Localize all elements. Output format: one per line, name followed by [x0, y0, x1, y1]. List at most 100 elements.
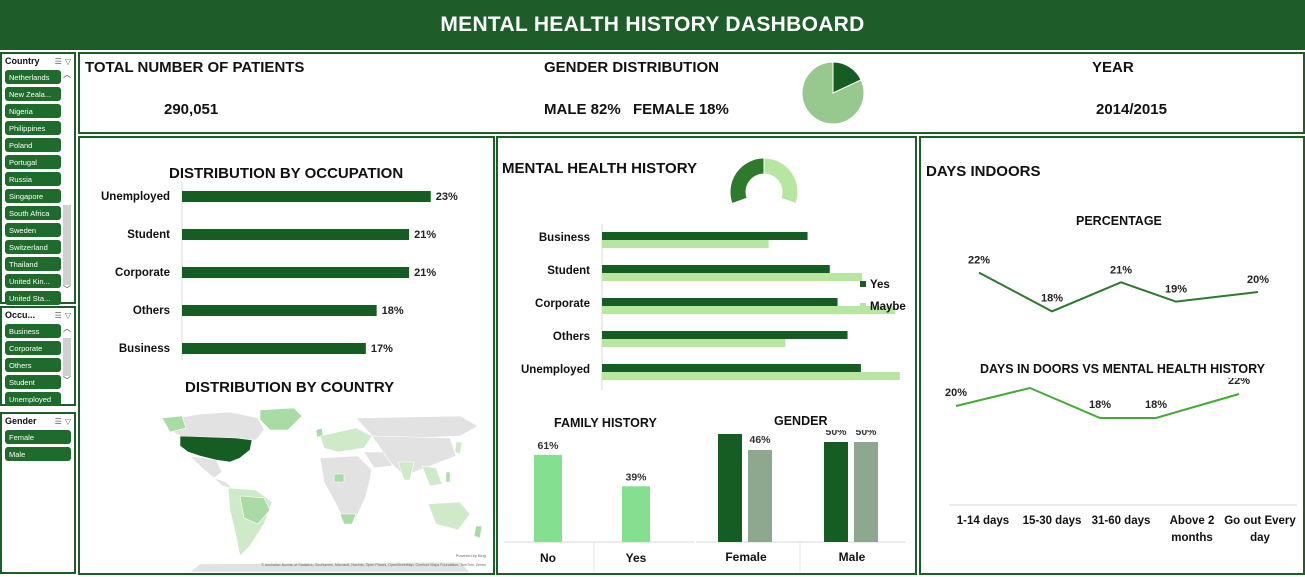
days-x-tick-label: day: [1250, 532, 1270, 544]
slicer-item-poland[interactable]: Poland: [5, 138, 61, 152]
legend-label-yes: Yes: [870, 279, 890, 291]
country-slicer-title: Country: [5, 56, 40, 66]
country-slicer-items: Netherlands New Zeala... Nigeria Philippine…: [5, 70, 61, 308]
gender-history-bar-male-1: [854, 442, 878, 542]
days-indoors-panel: DAYS INDOORS PERCENTAGE 22% 18% 21% 19% 20% …: [919, 136, 1305, 575]
slicer-item-netherlands[interactable]: Netherlands: [5, 70, 61, 84]
map-powered-by: Powered by Bing: [456, 553, 486, 558]
kpi-panel: TOTAL NUMBER OF PATIENTS 290,051 GENDER …: [78, 52, 1305, 134]
scroll-up-icon[interactable]: ︿: [63, 70, 71, 79]
gender-history-category-label: Female: [725, 550, 767, 564]
scroll-down-icon[interactable]: ﹀: [63, 376, 71, 385]
scroll-up-icon[interactable]: ︿: [63, 324, 71, 333]
mental-history-bar-maybe-corporate: [602, 306, 896, 314]
family-history-title: FAMILY HISTORY: [554, 416, 657, 430]
mental-history-title: MENTAL HEALTH HISTORY: [502, 160, 697, 177]
world-map[interactable]: Powered by Bing © Australian Bureau of S…: [160, 406, 490, 572]
mental-history-category-label: Student: [547, 265, 590, 277]
occupation-slicer-items: Business Corporate Others Student Unemployed: [5, 324, 61, 409]
slicer-item-unemployed[interactable]: Unemployed: [5, 392, 61, 406]
occupation-scrollbar[interactable]: ︿ ﹀: [62, 324, 72, 402]
female-percentage: FEMALE 18%: [633, 101, 729, 118]
scroll-down-icon[interactable]: ﹀: [63, 285, 71, 294]
days-indoors-line-chart: 22% 18% 21% 19% 20%: [968, 255, 1269, 313]
occupation-category-label: Student: [127, 229, 170, 241]
mental-history-category-label: Unemployed: [521, 364, 590, 376]
mental-history-bar-yes-others: [602, 331, 848, 339]
gender-pie-chart: [801, 61, 865, 125]
days-x-tick-label: 1-14 days: [957, 515, 1009, 527]
slicer-item-portugal[interactable]: Portugal: [5, 155, 61, 169]
gender-slicer[interactable]: Gender ☰ ▽ Female Male: [0, 412, 76, 574]
gender-history-bar-female-0: [718, 434, 742, 542]
occupation-bar-unemployed: [182, 191, 431, 202]
mental-history-category-label: Corporate: [535, 298, 590, 310]
total-patients-value: 290,051: [164, 101, 219, 118]
slicer-item-south-africa[interactable]: South Africa: [5, 206, 61, 220]
country-slicer[interactable]: Country ☰ ▽ Netherlands New Zeala... Niger…: [0, 52, 76, 305]
slicer-item-business[interactable]: Business: [5, 324, 61, 338]
days-vs-history-title: DAYS IN DOORS VS MENTAL HEALTH HISTORY: [980, 362, 1265, 376]
middle-east-shape: [363, 451, 393, 469]
occupation-chart-title: DISTRIBUTION BY OCCUPATION: [169, 165, 404, 182]
occupation-category-label: Business: [119, 343, 170, 355]
percentage-title: PERCENTAGE: [1076, 214, 1162, 228]
occupation-data-label: 23%: [436, 191, 458, 203]
slicer-item-student[interactable]: Student: [5, 375, 61, 389]
occupation-category-label: Unemployed: [101, 191, 170, 203]
country-scrollbar[interactable]: ︿ ﹀: [62, 70, 72, 300]
slicer-item-sweden[interactable]: Sweden: [5, 223, 61, 237]
usa-shape: [179, 435, 253, 463]
male-percentage: MALE 82%: [544, 101, 621, 118]
slicer-item-russia[interactable]: Russia: [5, 172, 61, 186]
clear-filter-icon[interactable]: ▽: [64, 310, 71, 320]
scroll-thumb[interactable]: [63, 338, 71, 376]
year-value: 2014/2015: [1096, 101, 1167, 118]
antarctica-shape: [189, 561, 471, 572]
slicer-item-thailand[interactable]: Thailand: [5, 257, 61, 271]
slicer-item-switzerland[interactable]: Switzerland: [5, 240, 61, 254]
clear-filter-icon[interactable]: ▽: [64, 56, 71, 66]
slicer-item-male[interactable]: Male: [5, 447, 71, 461]
slicer-item-corporate[interactable]: Corporate: [5, 341, 61, 355]
occupation-slicer-title: Occu...: [5, 310, 36, 320]
slicer-item-others[interactable]: Others: [5, 358, 61, 372]
japan-shape: [454, 441, 463, 455]
occupation-bar-student: [182, 229, 410, 240]
days-indoors-data-label: 21%: [1110, 264, 1132, 276]
gender-slicer-title: Gender: [5, 416, 37, 426]
nigeria-shape: [333, 473, 345, 483]
alaska-shape: [161, 415, 187, 433]
days-x-tick-label: months: [1171, 532, 1213, 544]
scroll-thumb[interactable]: [63, 205, 71, 285]
occupation-slicer[interactable]: Occu... ☰ ▽ Business Corporate Others Stude…: [0, 306, 76, 406]
days-indoors-data-label: 19%: [1165, 284, 1187, 296]
family-history-data-label: 39%: [625, 471, 647, 483]
pie-slice-male: [801, 61, 865, 125]
slicer-item-philippines[interactable]: Philippines: [5, 121, 61, 135]
family-history-data-label: 61%: [537, 440, 559, 452]
slicer-item-singapore[interactable]: Singapore: [5, 189, 61, 203]
days-vs-history-data-label: 18%: [1089, 399, 1111, 411]
family-history-bar-yes: [622, 486, 650, 542]
slicer-item-united-kin[interactable]: United Kin...: [5, 274, 61, 288]
gender-history-data-label: 50%: [855, 430, 877, 438]
multi-select-icon[interactable]: ☰: [54, 416, 62, 426]
occupation-bar-business: [182, 343, 366, 354]
multi-select-icon[interactable]: ☰: [54, 56, 62, 66]
clear-filter-icon[interactable]: ▽: [64, 416, 71, 426]
family-history-category-label: Yes: [626, 551, 647, 565]
slicer-item-new-zeala[interactable]: New Zeala...: [5, 87, 61, 101]
multi-select-icon[interactable]: ☰: [54, 310, 62, 320]
days-x-tick-label: 31-60 days: [1092, 515, 1151, 527]
days-indoors-data-label: 22%: [968, 255, 990, 267]
mental-history-bar-chart: Business Student Corporate Others Unemployed…: [521, 224, 906, 390]
europe-shape: [319, 427, 373, 453]
days-indoors-data-label: 20%: [1247, 274, 1269, 286]
southeast-asia-shape: [421, 465, 443, 487]
slicer-item-female[interactable]: Female: [5, 430, 71, 444]
slicer-item-nigeria[interactable]: Nigeria: [5, 104, 61, 118]
country-chart-title: DISTRIBUTION BY COUNTRY: [185, 379, 395, 396]
pie-slice-maybe: [763, 157, 799, 205]
slicer-item-united-sta[interactable]: United Sta...: [5, 291, 61, 305]
